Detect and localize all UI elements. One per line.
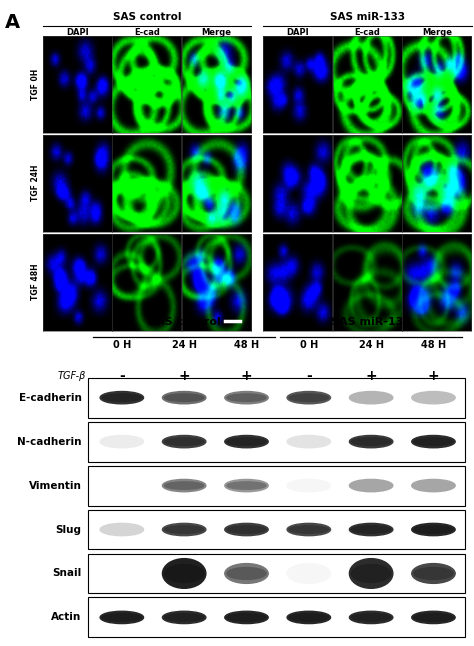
Text: E-cad: E-cad bbox=[355, 28, 380, 37]
Ellipse shape bbox=[164, 614, 204, 621]
Ellipse shape bbox=[414, 526, 453, 533]
Ellipse shape bbox=[352, 565, 391, 583]
Ellipse shape bbox=[227, 526, 266, 533]
Text: SAS miR-133: SAS miR-133 bbox=[330, 12, 405, 21]
Ellipse shape bbox=[100, 611, 144, 623]
Ellipse shape bbox=[287, 611, 330, 623]
Text: SAS miR-133: SAS miR-133 bbox=[331, 317, 411, 327]
FancyBboxPatch shape bbox=[88, 598, 465, 638]
Ellipse shape bbox=[163, 611, 206, 623]
Text: Vimentin: Vimentin bbox=[28, 481, 82, 490]
Text: 0 H: 0 H bbox=[300, 340, 318, 350]
Text: E-cadherin: E-cadherin bbox=[18, 393, 82, 402]
Text: +: + bbox=[241, 369, 252, 382]
Ellipse shape bbox=[352, 526, 391, 533]
FancyBboxPatch shape bbox=[88, 554, 465, 594]
Text: TGF 24H: TGF 24H bbox=[31, 165, 40, 202]
Ellipse shape bbox=[287, 523, 330, 536]
FancyBboxPatch shape bbox=[88, 466, 465, 506]
Ellipse shape bbox=[349, 391, 393, 404]
Ellipse shape bbox=[352, 438, 391, 445]
Text: 24 H: 24 H bbox=[359, 340, 383, 350]
Ellipse shape bbox=[163, 559, 206, 589]
Ellipse shape bbox=[164, 565, 204, 583]
Ellipse shape bbox=[164, 394, 204, 401]
Text: +: + bbox=[428, 369, 439, 382]
Ellipse shape bbox=[349, 479, 393, 492]
Ellipse shape bbox=[227, 568, 266, 579]
FancyBboxPatch shape bbox=[88, 378, 465, 417]
Text: 0 H: 0 H bbox=[113, 340, 131, 350]
Ellipse shape bbox=[225, 563, 268, 583]
Ellipse shape bbox=[164, 438, 204, 445]
Ellipse shape bbox=[289, 394, 328, 401]
Text: Merge: Merge bbox=[422, 28, 452, 37]
Text: TGF 0H: TGF 0H bbox=[31, 68, 40, 100]
Ellipse shape bbox=[414, 438, 453, 445]
Text: 48 H: 48 H bbox=[234, 340, 259, 350]
Ellipse shape bbox=[412, 479, 455, 492]
Ellipse shape bbox=[412, 563, 455, 583]
Ellipse shape bbox=[287, 435, 330, 448]
Text: +: + bbox=[365, 369, 377, 382]
Text: TGF 48H: TGF 48H bbox=[31, 264, 40, 300]
Ellipse shape bbox=[227, 614, 266, 621]
Ellipse shape bbox=[100, 523, 144, 536]
Text: Slug: Slug bbox=[55, 525, 82, 534]
Ellipse shape bbox=[225, 611, 268, 623]
Text: SAS control: SAS control bbox=[148, 317, 220, 327]
Ellipse shape bbox=[163, 479, 206, 492]
Ellipse shape bbox=[412, 523, 455, 536]
FancyBboxPatch shape bbox=[88, 510, 465, 550]
Ellipse shape bbox=[163, 391, 206, 404]
Text: Merge: Merge bbox=[201, 28, 231, 37]
Text: -: - bbox=[306, 369, 312, 382]
Text: 48 H: 48 H bbox=[421, 340, 446, 350]
Ellipse shape bbox=[225, 435, 268, 448]
Text: A: A bbox=[5, 13, 20, 32]
Ellipse shape bbox=[225, 479, 268, 492]
Ellipse shape bbox=[164, 482, 204, 489]
Text: DAPI: DAPI bbox=[66, 28, 89, 37]
Ellipse shape bbox=[289, 614, 328, 621]
Text: -: - bbox=[119, 369, 125, 382]
Ellipse shape bbox=[163, 523, 206, 536]
Text: 24 H: 24 H bbox=[172, 340, 197, 350]
Ellipse shape bbox=[412, 391, 455, 404]
Ellipse shape bbox=[225, 523, 268, 536]
Text: E-cad: E-cad bbox=[134, 28, 160, 37]
Ellipse shape bbox=[289, 526, 328, 533]
Ellipse shape bbox=[102, 394, 141, 401]
Ellipse shape bbox=[164, 526, 204, 533]
Text: +: + bbox=[178, 369, 190, 382]
Ellipse shape bbox=[287, 391, 330, 404]
Ellipse shape bbox=[287, 563, 330, 583]
Ellipse shape bbox=[227, 482, 266, 489]
Ellipse shape bbox=[414, 614, 453, 621]
Text: SAS control: SAS control bbox=[113, 12, 181, 21]
Ellipse shape bbox=[287, 479, 330, 492]
Ellipse shape bbox=[102, 614, 141, 621]
Ellipse shape bbox=[349, 559, 393, 589]
Ellipse shape bbox=[349, 435, 393, 448]
Text: DAPI: DAPI bbox=[286, 28, 309, 37]
Ellipse shape bbox=[414, 568, 453, 579]
Ellipse shape bbox=[225, 391, 268, 404]
Ellipse shape bbox=[412, 435, 455, 448]
Text: N-cadherin: N-cadherin bbox=[17, 437, 82, 446]
Ellipse shape bbox=[412, 611, 455, 623]
Ellipse shape bbox=[352, 614, 391, 621]
Ellipse shape bbox=[349, 523, 393, 536]
Text: TGF-β: TGF-β bbox=[58, 371, 86, 380]
Text: Snail: Snail bbox=[52, 568, 82, 578]
Ellipse shape bbox=[100, 391, 144, 404]
Ellipse shape bbox=[100, 435, 144, 448]
Ellipse shape bbox=[227, 438, 266, 445]
FancyBboxPatch shape bbox=[88, 422, 465, 462]
Ellipse shape bbox=[227, 394, 266, 401]
Ellipse shape bbox=[349, 611, 393, 623]
Ellipse shape bbox=[163, 435, 206, 448]
Text: Actin: Actin bbox=[51, 612, 82, 623]
